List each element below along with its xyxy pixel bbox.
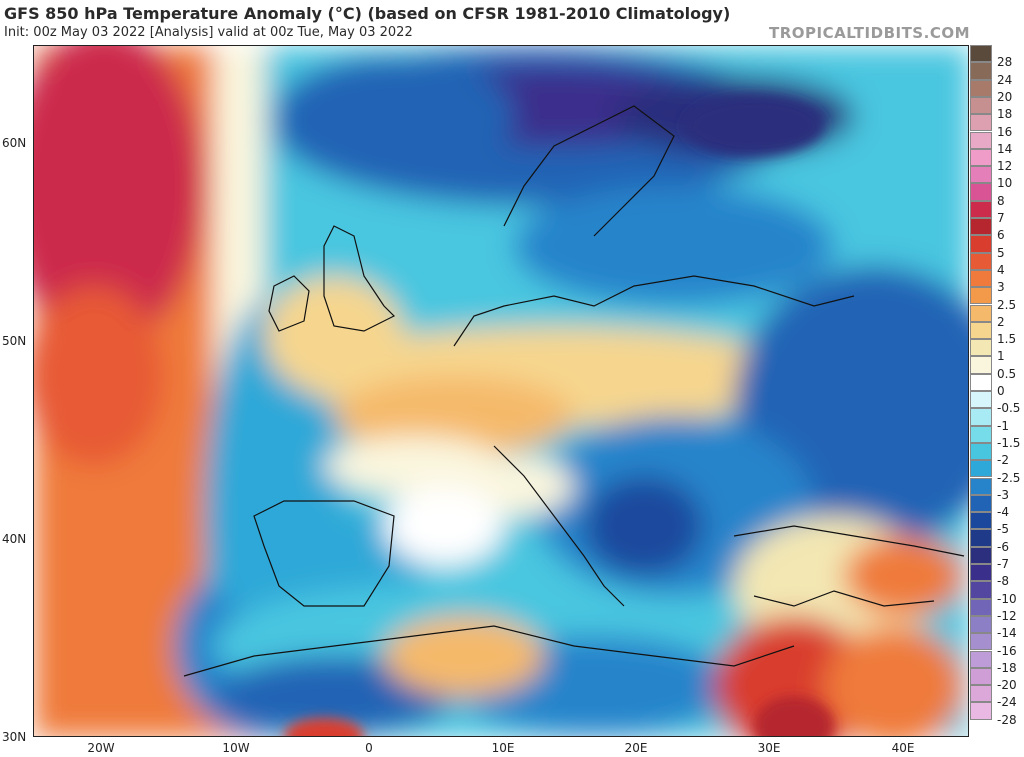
lon-label-20w: 20W	[87, 741, 115, 755]
colorbar-swatch	[970, 650, 992, 668]
colorbar-label: -0.5	[997, 401, 1021, 416]
colorbar-label: -1.5	[997, 435, 1021, 450]
colorbar-label: 6	[997, 228, 1005, 243]
colorbar-swatch	[970, 287, 992, 305]
colorbar-label: 3	[997, 280, 1005, 295]
colorbar-swatch	[970, 581, 992, 599]
colorbar-swatch	[970, 633, 992, 651]
colorbar-swatch	[970, 79, 992, 97]
colorbar-swatch	[970, 62, 992, 80]
colorbar-swatch	[970, 166, 992, 184]
colorbar-label: 28	[997, 55, 1013, 70]
colorbar-swatch	[970, 114, 992, 132]
colorbar-swatch	[970, 269, 992, 288]
colorbar-label: -1	[997, 418, 1009, 433]
colorbar-label: 4	[997, 262, 1005, 277]
lat-label-40n: 40N	[2, 532, 27, 546]
colorbar-swatch	[970, 321, 992, 340]
colorbar-swatch	[970, 252, 992, 270]
colorbar-label: 7	[997, 211, 1005, 225]
colorbar-swatch	[970, 408, 992, 426]
colorbar-swatch	[970, 564, 992, 582]
colorbar-swatch	[970, 45, 992, 63]
lon-label-10e: 10E	[491, 741, 515, 755]
lat-label-60n: 60N	[2, 136, 27, 150]
colorbar-label: 12	[997, 159, 1013, 174]
colorbar-swatch	[970, 477, 992, 495]
colorbar-label: 2.5	[997, 297, 1017, 312]
colorbar-swatch	[970, 512, 992, 530]
colorbar-label: 14	[997, 141, 1013, 156]
colorbar-label: -7	[997, 557, 1009, 571]
lon-label-30e: 30E	[757, 741, 781, 755]
lon-label-10w: 10W	[222, 741, 250, 755]
colorbar-swatch	[970, 304, 992, 322]
colorbar-label: -4	[997, 505, 1009, 520]
coastline-lines	[183, 105, 965, 677]
colorbar-label: -3	[997, 487, 1009, 502]
colorbar-label: 16	[997, 124, 1013, 139]
colorbar-swatch	[970, 339, 992, 357]
colorbar-swatch	[970, 598, 992, 616]
lon-label-0: 0	[365, 741, 373, 755]
colorbar-label: -14	[997, 626, 1017, 641]
colorbar-label: -8	[997, 574, 1009, 589]
colorbar-label: -24	[997, 695, 1017, 710]
colorbar-label: -2.5	[997, 470, 1021, 485]
anomaly-map	[33, 45, 969, 737]
colorbar-swatch	[970, 615, 992, 634]
colorbar-swatch	[970, 667, 992, 686]
colorbar-swatch	[970, 425, 992, 443]
lat-label-30n: 30N	[2, 730, 27, 744]
brand-watermark: TROPICALTIDBITS.COM	[769, 24, 970, 42]
colorbar-label: 0.5	[997, 366, 1017, 381]
colorbar-label: 24	[997, 72, 1013, 87]
colorbar-swatch	[970, 546, 992, 564]
colorbar-swatch	[970, 460, 992, 478]
colorbar-swatch	[970, 529, 992, 547]
colorbar-label: 10	[997, 176, 1013, 191]
colorbar-swatch	[970, 218, 992, 236]
colorbar-swatch	[970, 235, 992, 253]
colorbar-label: -6	[997, 539, 1009, 554]
colorbar-swatch	[970, 702, 992, 720]
colorbar-label: 1	[997, 349, 1005, 364]
colorbar-label: 1.5	[997, 332, 1017, 347]
colorbar-label: -5	[997, 522, 1009, 537]
colorbar-swatch	[970, 442, 992, 461]
colorbar-swatch	[970, 494, 992, 513]
colorbar-label: 2	[997, 314, 1005, 329]
colorbar-label: -12	[997, 608, 1017, 623]
colorbar-label: 0	[997, 384, 1005, 398]
colorbar-label: -20	[997, 678, 1017, 693]
colorbar-label: -2	[997, 453, 1009, 468]
lat-label-50n: 50N	[2, 334, 27, 348]
colorbar-label: -16	[997, 643, 1017, 658]
colorbar-label: -18	[997, 660, 1017, 675]
colorbar-label: 8	[997, 193, 1005, 208]
colorbar-swatch	[970, 96, 992, 115]
colorbar-swatch	[970, 373, 992, 391]
lon-label-20e: 20E	[624, 741, 648, 755]
colorbar-label: 20	[997, 89, 1013, 104]
colorbar-label: -10	[997, 591, 1017, 606]
colorbar-label: 5	[997, 245, 1005, 260]
colorbar-swatch	[970, 391, 992, 409]
colorbar-swatch	[970, 131, 992, 149]
colorbar-label: -28	[997, 712, 1017, 727]
map-subtitle: Init: 00z May 03 2022 [Analysis] valid a…	[4, 25, 413, 40]
colorbar-swatch	[970, 148, 992, 167]
map-title: GFS 850 hPa Temperature Anomaly (°C) (ba…	[4, 4, 731, 23]
colorbar-swatch	[970, 183, 992, 201]
colorbar-swatch	[970, 200, 992, 218]
anomaly-field	[34, 46, 968, 736]
colorbar-swatch	[970, 356, 992, 374]
lon-label-40e: 40E	[891, 741, 915, 755]
colorbar-label: 18	[997, 107, 1013, 122]
colorbar-swatch	[970, 685, 992, 703]
